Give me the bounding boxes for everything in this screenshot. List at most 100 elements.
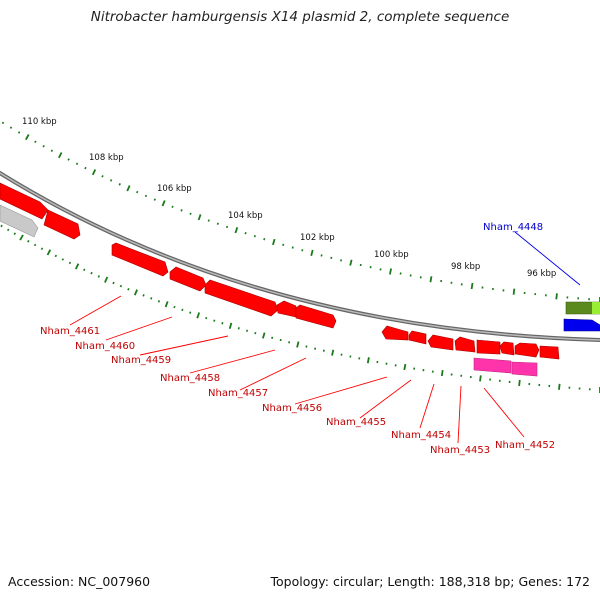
ruler-tick xyxy=(9,126,13,129)
ruler-tick xyxy=(46,249,52,256)
gene-nham-4452-d xyxy=(539,345,560,360)
ruler-tick xyxy=(171,205,174,208)
ruler-tick xyxy=(246,329,249,332)
ruler-tick xyxy=(0,224,3,228)
tick-label-108: 108 kbp xyxy=(89,153,124,163)
ruler-tick xyxy=(150,297,153,300)
ruler-tick xyxy=(555,293,558,300)
ruler-tick xyxy=(104,276,109,283)
accession-label: Accession: NC_007960 xyxy=(8,574,151,589)
gene-nham-4453 xyxy=(454,336,476,353)
gene-nham-4459 xyxy=(204,279,279,317)
ruler-tick xyxy=(173,305,176,309)
ruler-tick xyxy=(75,162,79,166)
gene-nham-4461 xyxy=(111,242,169,277)
ruler-tick xyxy=(216,222,219,225)
label-nham-4453: Nham_4453 xyxy=(430,445,490,456)
ruler-tick xyxy=(340,259,343,262)
ruler-tick xyxy=(142,294,145,297)
tick-label-102: 102 kbp xyxy=(300,233,335,243)
gene-nham-4452-c xyxy=(514,342,540,358)
ruler-tick xyxy=(17,131,21,134)
ruler-tick xyxy=(133,289,138,296)
ruler-tick xyxy=(429,276,433,283)
ruler-tick xyxy=(282,243,285,247)
ruler-tick xyxy=(237,327,240,330)
gene-nham-4452-a xyxy=(476,339,501,355)
ruler-tick xyxy=(180,209,183,212)
grey-feature xyxy=(0,204,39,238)
ruler-tick xyxy=(225,225,229,229)
label-nham-4452: Nham_4452 xyxy=(495,440,555,451)
ruler-tick xyxy=(34,140,37,144)
ruler-tick xyxy=(403,363,407,371)
ruler-tick xyxy=(157,300,161,303)
ruler-tick xyxy=(253,234,256,238)
ruler-tick xyxy=(33,243,37,247)
ruler-tick xyxy=(263,237,266,241)
gene-top-left-2 xyxy=(43,209,81,240)
ruler-tick xyxy=(228,322,233,329)
ruler-tick xyxy=(74,263,80,270)
tick-label-104: 104 kbp xyxy=(228,211,263,221)
ruler-tick xyxy=(310,249,314,257)
ruler-tick xyxy=(189,311,192,314)
backbone-arc-inner xyxy=(0,172,600,341)
ruler-tick xyxy=(84,166,87,170)
ruler-tick xyxy=(68,261,72,265)
label-nham-4458: Nham_4458 xyxy=(160,373,220,384)
ruler-tick xyxy=(144,194,148,198)
gene-nham-4455 xyxy=(408,330,427,345)
ruler-tick xyxy=(207,219,210,222)
ruler-tick xyxy=(305,345,308,348)
ruler-tick xyxy=(205,316,208,320)
ruler-tick xyxy=(54,254,58,258)
ruler-tick xyxy=(470,282,474,290)
ruler-tick xyxy=(61,258,65,261)
ruler-tick xyxy=(322,349,325,352)
ruler-tick xyxy=(301,249,304,252)
ruler-tick xyxy=(349,259,353,266)
ruler-tick xyxy=(197,214,202,221)
gene-nham-4454 xyxy=(427,334,454,351)
ruler-tick xyxy=(161,200,166,207)
gene-nham-4458 xyxy=(276,300,297,318)
ruler-tick xyxy=(196,312,201,319)
ruler-tick xyxy=(189,212,192,215)
ruler-tick xyxy=(262,332,266,339)
gene-nham-4456 xyxy=(381,325,409,341)
label-nham-4456: Nham_4456 xyxy=(262,403,322,414)
ruler-tick xyxy=(42,145,45,148)
ruler-tick xyxy=(320,254,323,257)
ruler-tick xyxy=(512,288,516,295)
ruler-tick xyxy=(112,281,115,285)
ruler-tick xyxy=(291,246,294,249)
ruler-tick xyxy=(126,185,131,192)
ruler-tick xyxy=(288,341,291,344)
ruler-tick xyxy=(25,134,30,141)
gene-leader-line-nham-4448 xyxy=(514,231,581,286)
outer-scale-ruler xyxy=(1,121,600,303)
rna-feature-dark-green xyxy=(565,301,600,315)
ruler-tick xyxy=(254,331,257,335)
ruler-tick xyxy=(90,271,93,275)
ruler-tick xyxy=(389,268,392,275)
ruler-tick xyxy=(164,301,169,308)
ruler-tick xyxy=(153,198,156,201)
gene-nham-4448 xyxy=(563,318,600,332)
ruler-tick xyxy=(221,322,224,325)
ruler-tick xyxy=(331,349,335,356)
tick-label-106: 106 kbp xyxy=(157,184,192,194)
ruler-tick xyxy=(440,369,444,377)
sequence-summary: Topology: circular; Length: 188,318 bp; … xyxy=(270,574,591,589)
highlight-feature-1 xyxy=(473,357,512,374)
label-nham-4448: Nham_4448 xyxy=(483,222,543,233)
label-nham-4461: Nham_4461 xyxy=(40,326,100,337)
highlight-feature-2 xyxy=(511,361,538,377)
ruler-tick xyxy=(67,158,70,161)
label-nham-4459: Nham_4459 xyxy=(111,355,171,366)
ruler-tick xyxy=(181,308,184,312)
ruler-tick xyxy=(101,175,104,178)
tick-label-110: 110 kbp xyxy=(22,117,57,127)
